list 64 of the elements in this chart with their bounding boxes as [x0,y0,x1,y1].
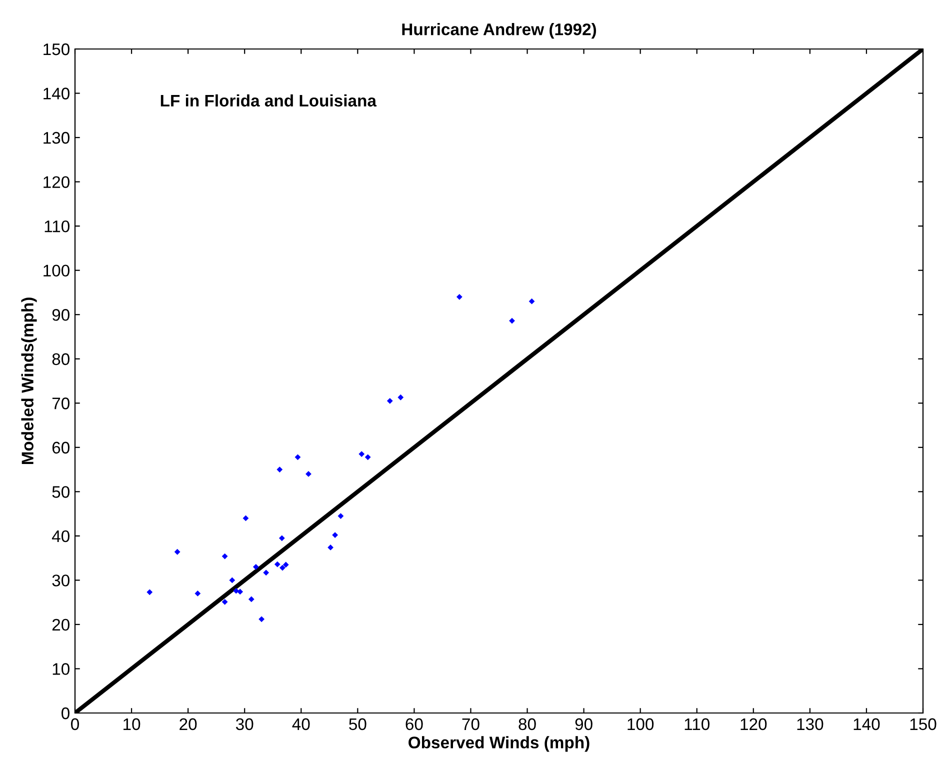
point [364,454,371,460]
y-axis-title: Modeled Winds(mph) [21,298,37,464]
y-tick-label: 70 [52,398,70,410]
y-tick-label: 110 [44,220,70,232]
point [263,570,270,576]
point [456,294,462,300]
point [194,590,201,596]
x-tick-label: 60 [406,718,423,730]
point [274,561,280,568]
x-tick-label: 80 [518,718,536,730]
point [509,318,515,324]
point [398,394,404,400]
point [248,596,254,602]
y-tick-label: 140 [44,88,70,100]
y-tick-label: 150 [44,43,70,56]
point [237,588,244,595]
x-tick-label: 30 [236,718,254,730]
y-tick-label: 130 [44,132,70,144]
y-tick-label: 0 [62,707,70,720]
point [358,451,365,457]
point [222,598,228,605]
point [528,298,535,304]
point [282,562,289,568]
point [306,471,312,477]
y-tick-label: 30 [52,574,70,586]
point [276,466,283,472]
point [222,553,228,560]
x-tick-label: 130 [797,718,824,730]
point [229,577,236,584]
point [280,564,286,571]
chart-title: Hurricane Andrew (1992) [402,23,596,39]
x-tick-label: 50 [349,718,366,730]
y-tick-label: 80 [52,353,70,366]
y-tick-label: 50 [52,486,70,498]
x-tick-label: 70 [462,718,480,730]
y-tick-label: 100 [44,264,70,277]
x-tick-label: 150 [910,718,936,730]
point [258,616,265,622]
point [174,548,180,555]
y-tick-label: 60 [52,442,70,454]
x-tick-label: 140 [854,718,880,730]
y-tick-label: 120 [44,176,70,188]
x-tick-label: 40 [292,718,310,730]
point [294,454,301,460]
y-tick-label: 20 [52,618,70,631]
x-tick-label: 120 [740,718,767,730]
point [146,589,153,596]
annotation: LF in Florida and Louisiana [160,94,377,107]
x-axis-title: Observed Winds (mph) [408,736,590,752]
point [386,398,393,404]
y-tick-label: 10 [52,663,70,675]
point [338,513,344,519]
x-tick-label: 0 [71,718,79,730]
y-tick-label: 40 [52,530,70,542]
x-tick-label: 110 [684,718,710,730]
x-tick-label: 20 [180,718,197,730]
point [332,532,338,538]
point [252,564,259,570]
x-tick-label: 90 [575,718,592,730]
point [278,535,285,542]
point [328,544,334,550]
x-tick-label: 100 [628,718,654,730]
x-tick-label: 10 [124,718,140,730]
y-tick-label: 90 [52,309,70,321]
